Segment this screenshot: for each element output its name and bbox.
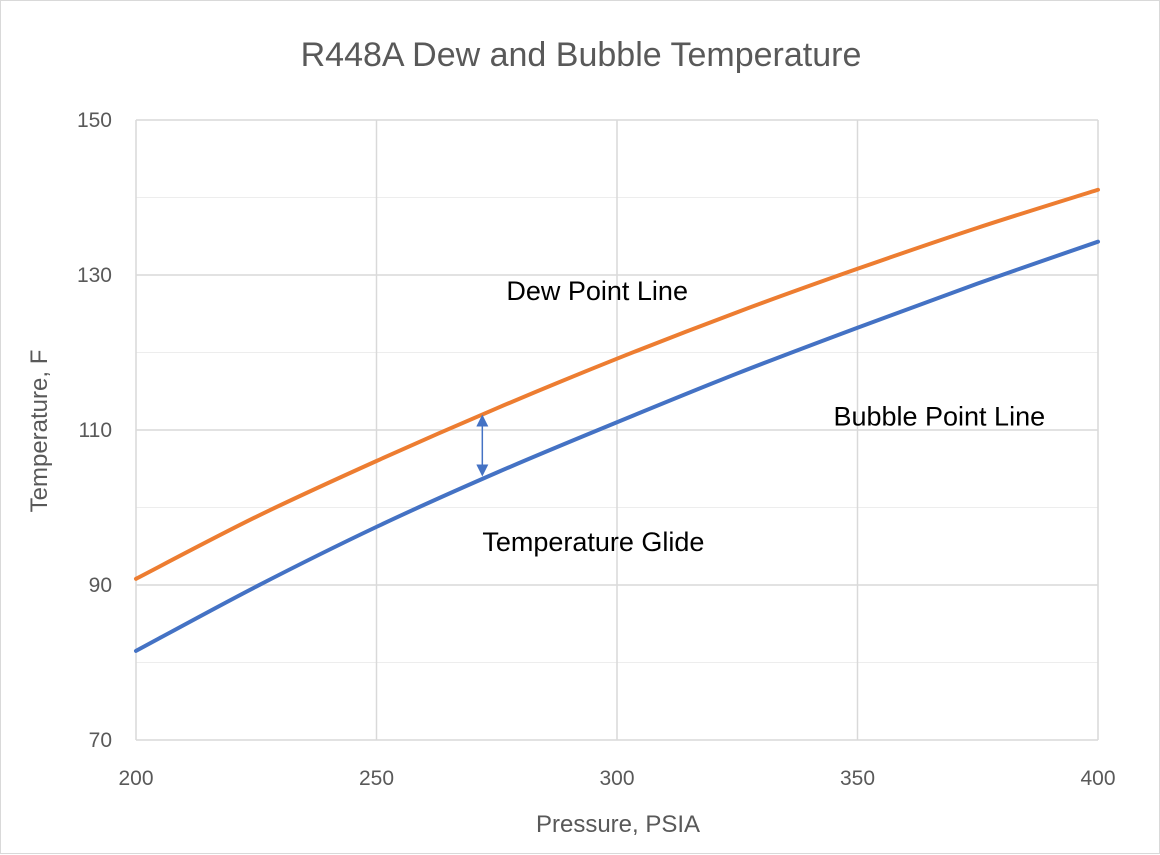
chart-title: R448A Dew and Bubble Temperature xyxy=(301,36,862,74)
y-tick-label: 150 xyxy=(77,109,112,132)
x-tick-label: 300 xyxy=(599,767,634,790)
x-tick-label: 350 xyxy=(840,767,875,790)
x-tick-label: 250 xyxy=(359,767,394,790)
series-line-bubble-point-line xyxy=(134,239,1100,653)
temperature-glide-label: Temperature Glide xyxy=(482,527,704,557)
bubble-point-line-label: Bubble Point Line xyxy=(833,401,1045,431)
y-tick-label: 130 xyxy=(77,264,112,287)
y-axis-title: Temperature, F xyxy=(26,350,53,513)
y-tick-label: 90 xyxy=(89,574,112,597)
series-line-dew-point-line xyxy=(134,187,1100,581)
dew-point-line-label: Dew Point Line xyxy=(506,276,688,306)
x-tick-label: 400 xyxy=(1080,767,1115,790)
y-tick-label: 70 xyxy=(89,729,112,752)
x-tick-label: 200 xyxy=(118,767,153,790)
x-axis-title: Pressure, PSIA xyxy=(536,811,700,838)
y-tick-label: 110 xyxy=(79,419,112,442)
